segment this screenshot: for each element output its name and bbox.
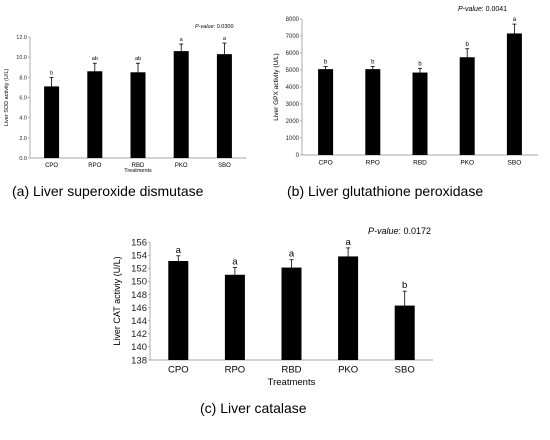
y-tick-label: 3000 [286,102,300,108]
significance-letter: a [223,36,227,42]
bar-rbd [281,267,302,360]
y-tick-label: 148 [131,290,147,301]
bar-rpo [365,69,381,155]
significance-letter: a [232,257,238,268]
significance-letter: b [466,42,470,48]
y-tick-label: 6000 [286,51,300,57]
significance-letter: a [345,237,351,248]
significance-letter: a [513,17,517,23]
significance-letter: ab [92,56,98,62]
bar-sbo [216,54,232,159]
bar-cpo [318,69,334,155]
y-tick-label: 7000 [286,34,300,40]
y-tick-label: 2000 [286,119,300,125]
chart-c: 138 140 142 144 146 148 150 152 154 156 a CPO a RPO a R… [112,226,433,416]
y-axis-label: Liver GPX activity (U/L) [273,53,280,121]
bar-pko [338,256,359,360]
p-value-number: : 0.0041 [482,6,507,13]
chart-caption: (b) Liver glutathione peroxidase [287,183,483,199]
y-tick-label: 10.0 [16,55,27,61]
significance-letter: ab [135,56,141,62]
x-tick-label-pko: PKO [175,163,188,169]
x-tick-label-cpo: CPO [319,160,333,167]
significance-letter: b [324,60,328,66]
x-tick-label-cpo: CPO [168,365,189,376]
significance-letter: a [289,249,295,260]
bar-sbo [394,305,415,360]
y-tick-label: 156 [131,237,147,248]
bar-rpo [224,274,245,360]
p-value-label: P-value [195,24,214,30]
chart-caption: (a) Liver superoxide dismutase [12,183,204,199]
chart-caption: (c) Liver catalase [200,400,307,416]
x-tick-label-sbo: SBO [508,160,522,167]
x-tick-label-rbd: RBD [281,365,301,376]
significance-letter: b [50,70,53,76]
y-tick-label: 0 [296,153,300,159]
y-tick-label: 150 [131,277,147,288]
significance-letter: b [371,60,375,66]
p-value: P-value: 0.0172 [368,226,431,236]
x-tick-label-pko: PKO [338,365,358,376]
y-tick-label: 142 [131,329,147,340]
x-tick-label-pko: PKO [460,160,474,167]
y-tick-label: 138 [131,355,147,366]
chart-a: 0.0 2.0 4.0 6.0 8.0 10.0 12.0 b CPO ab RPO ab RBD a PK… [4,24,246,199]
x-tick-label-sbo: SBO [218,163,231,169]
bar-rbd [130,72,146,158]
x-tick-label-rbd: RBD [132,163,145,169]
significance-letter: a [176,245,182,256]
p-value: P-value: 0.0300 [195,24,234,30]
y-tick-label: 0.0 [19,156,27,162]
x-tick-label-rbd: RBD [413,160,427,167]
x-tick-label-rpo: RPO [366,160,380,167]
chart-b: 0 1000 2000 3000 4000 5000 6000 7000 8000 b CPO b RP… [273,6,538,199]
x-tick-label-cpo: CPO [45,163,58,169]
y-axis-label: Liver CAT activiy (U/L) [112,256,122,345]
x-axis-label: Treatments [124,168,152,174]
p-value-number: : 0.0300 [214,24,234,30]
y-tick-label: 6.0 [19,95,27,101]
y-tick-label: 2.0 [19,136,27,142]
significance-letter: a [180,37,184,43]
y-tick-label: 4000 [286,85,300,91]
y-tick-label: 152 [131,264,147,275]
y-tick-label: 8000 [286,17,300,23]
significance-letter: b [402,280,407,291]
p-value-number: : 0.0172 [399,226,432,236]
bar-rbd [412,72,428,155]
y-tick-label: 12.0 [16,35,27,41]
p-value-label: P-value [368,226,399,236]
p-value-label: P-value [458,6,482,13]
x-tick-label-rpo: RPO [225,365,246,376]
y-tick-label: 154 [131,250,147,261]
y-tick-label: 1000 [286,136,300,142]
x-tick-label-sbo: SBO [395,365,415,376]
bar-pko [173,51,189,158]
x-tick-label-rpo: RPO [88,163,101,169]
y-axis-label: Liver SOD activity (U/L) [4,69,10,127]
y-tick-label: 4.0 [19,116,27,122]
bar-pko [459,57,475,155]
significance-letter: b [418,61,422,67]
bar-cpo [44,86,60,158]
y-tick-label: 146 [131,303,147,314]
bar-rpo [87,71,103,158]
y-tick-label: 5000 [286,68,300,74]
y-tick-label: 144 [131,316,147,327]
y-tick-label: 140 [131,342,147,353]
x-axis-label: Treatments [268,377,316,388]
bar-sbo [506,33,522,156]
bar-cpo [168,261,189,360]
p-value: P-value: 0.0041 [458,6,507,13]
y-tick-label: 8.0 [19,75,27,81]
